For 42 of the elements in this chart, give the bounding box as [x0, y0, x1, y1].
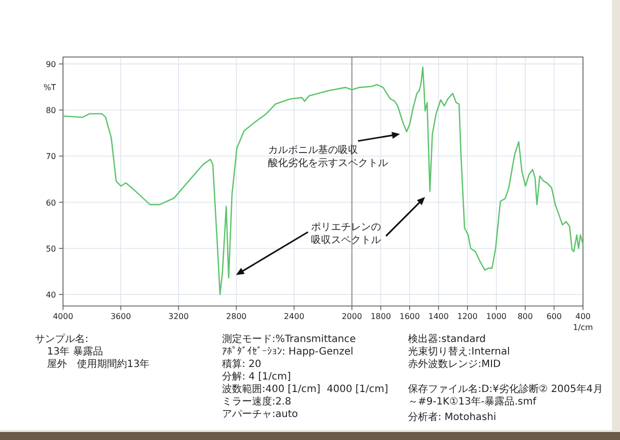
text: サンプル名: — [35, 333, 88, 345]
text: 波数範囲:400 [1/cm] 4000 [1/cm] — [222, 383, 388, 395]
text: 赤外波数レンジ:MID — [408, 358, 501, 370]
annotation: カルボニル基の吸収 — [268, 144, 358, 156]
y-tick-label: 60 — [46, 198, 56, 208]
text: 13年 暴露品 — [47, 346, 103, 358]
y-tick-label: 90 — [46, 60, 56, 69]
y-tick-label: 80 — [46, 106, 56, 116]
x-tick-label: 4000 — [52, 312, 74, 321]
x-tick-label: 1000 — [486, 312, 507, 321]
text: 分解: 4 [1/cm] — [222, 370, 291, 382]
text: 光束切り替え:Internal — [408, 346, 510, 358]
x-tick-label: 600 — [546, 312, 562, 321]
x-tick-label: 1200 — [457, 312, 478, 321]
text: 測定モード:%Transmittance — [222, 333, 356, 345]
x-tick-label: 2400 — [284, 312, 304, 321]
x-tick-label: 2800 — [226, 312, 247, 321]
x-tick-label: 2000 — [342, 312, 362, 321]
text: 屋外 使用期間約13年 — [47, 358, 150, 370]
y-tick-label: 70 — [46, 152, 56, 162]
text: 積算: 20 — [222, 358, 262, 370]
x-tick-label: 1600 — [399, 312, 420, 321]
annotation: 酸化劣化を示すスペクトル — [268, 157, 388, 169]
annotation: ポリエチレンの — [311, 222, 381, 233]
y-tick-label: 40 — [46, 290, 56, 300]
x-tick-label: 400 — [575, 312, 591, 321]
x-tick-label: 800 — [518, 312, 533, 321]
text: ミラー速度:2.8 — [222, 396, 292, 408]
y-tick-label: 50 — [46, 244, 56, 254]
annotation: 吸収スペクトル — [311, 234, 381, 246]
text: 保存ファイル名:D:¥劣化診断② 2005年4月～#9-1K①13年-暴露品.smf — [408, 383, 603, 408]
line-series — [62, 66, 584, 296]
x-tick-label: 3200 — [168, 312, 189, 321]
text: 分析者: Motohashi — [408, 411, 496, 423]
y-axis-title: %T — [44, 83, 56, 92]
x-axis-title: 1/cm — [573, 323, 594, 332]
text: アパーチャ:auto — [222, 409, 298, 420]
text: ｱﾎﾟﾀﾞｲｾﾞｰｼｮﾝ: Happ-Genzel — [222, 346, 354, 358]
text: 検出器:standard — [408, 333, 486, 345]
x-tick-label: 1400 — [428, 312, 449, 321]
x-tick-label: 1800 — [370, 312, 391, 321]
x-tick-label: 3600 — [110, 312, 131, 321]
